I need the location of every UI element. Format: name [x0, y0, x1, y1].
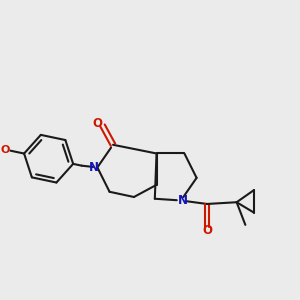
Text: O: O: [92, 117, 102, 130]
Text: O: O: [202, 224, 212, 237]
Text: N: N: [89, 161, 99, 174]
Text: N: N: [178, 194, 188, 207]
Text: O: O: [0, 145, 10, 154]
